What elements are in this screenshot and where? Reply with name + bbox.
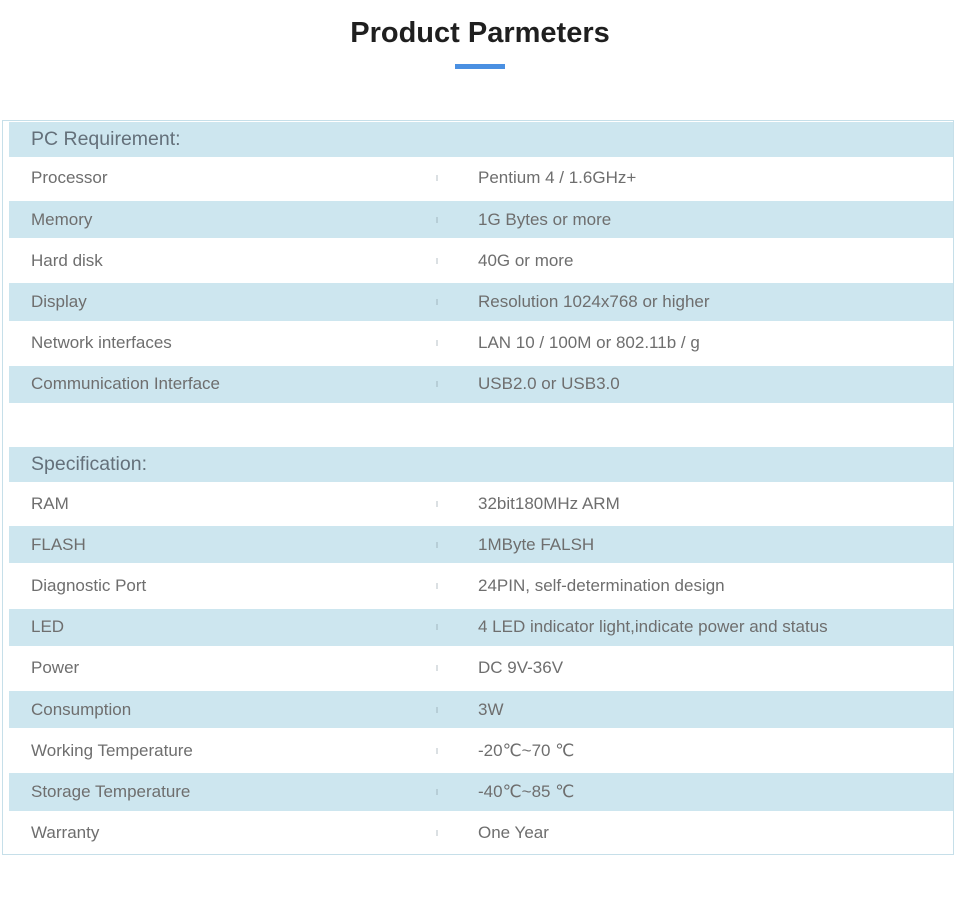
table-row: Storage Temperature -40℃~85 ℃ xyxy=(9,771,953,813)
table-row: Hard disk 40G or more xyxy=(9,240,953,282)
table-row: Processor Pentium 4 / 1.6GHz+ xyxy=(9,157,953,199)
spec-value: -20℃~70 ℃ xyxy=(436,741,953,761)
spec-label: Network interfaces xyxy=(31,333,172,353)
table-row: FLASH 1MByte FALSH xyxy=(9,524,953,566)
spec-label: Power xyxy=(31,658,80,678)
spec-value: -40℃~85 ℃ xyxy=(436,782,953,802)
spec-label: RAM xyxy=(31,493,69,513)
spec-label: Processor xyxy=(31,168,108,188)
spec-label: FLASH xyxy=(31,534,86,554)
spec-label: Display xyxy=(31,291,87,311)
table-row: Communication Interface USB2.0 or USB3.0 xyxy=(9,363,953,405)
spec-label: LED xyxy=(31,617,65,637)
spec-label: Memory xyxy=(31,209,93,229)
section-header: PC Requirement: xyxy=(9,120,953,158)
product-parameters-table: PC Requirement: Processor Pentium 4 / 1.6G… xyxy=(2,119,954,855)
spec-value: USB2.0 or USB3.0 xyxy=(436,374,953,394)
spec-label: Hard disk xyxy=(31,250,103,270)
spec-value: 1G Bytes or more xyxy=(436,210,953,230)
table-row: Working Temperature -20℃~70 ℃ xyxy=(9,730,953,772)
table-row: Power DC 9V-36V xyxy=(9,647,953,690)
spec-label: Storage Temperature xyxy=(31,782,191,802)
spec-value: DC 9V-36V xyxy=(436,658,953,678)
title-underline-bar xyxy=(455,63,505,69)
spec-value: 3W xyxy=(436,700,953,720)
spec-label: Working Temperature xyxy=(31,740,193,760)
table-row: Memory 1G Bytes or more xyxy=(9,198,953,241)
spec-value: LAN 10 / 100M or 802.11b / g xyxy=(436,333,953,353)
spec-value: One Year xyxy=(436,823,953,843)
table-row: Diagnostic Port 24PIN, self-determination… xyxy=(9,565,953,607)
section-header: Specification: xyxy=(9,446,953,484)
spec-value: 32bit180MHz ARM xyxy=(436,494,953,514)
table-row: LED 4 LED indicator light,indicate power … xyxy=(9,606,953,648)
spec-label: Diagnostic Port xyxy=(31,576,147,596)
table-row: Warranty One Year xyxy=(9,812,953,854)
spec-value: 24PIN, self-determination design xyxy=(436,576,953,596)
spec-label: Communication Interface xyxy=(31,374,220,394)
section-spacer-row xyxy=(9,404,953,447)
spec-value: Pentium 4 / 1.6GHz+ xyxy=(436,168,953,188)
table-row: Display Resolution 1024x768 or higher xyxy=(9,281,953,323)
page-title: Product Parmeters xyxy=(350,17,610,49)
spec-label: Warranty xyxy=(31,823,100,843)
spec-value: Resolution 1024x768 or higher xyxy=(436,292,953,312)
spec-label: Consumption xyxy=(31,699,132,719)
table-row: Network interfaces LAN 10 / 100M or 802.1… xyxy=(9,322,953,364)
spec-value: 4 LED indicator light,indicate power and… xyxy=(436,617,953,637)
spec-value: 40G or more xyxy=(436,251,953,271)
table-row: Consumption 3W xyxy=(9,689,953,731)
table-row: RAM 32bit180MHz ARM xyxy=(9,483,953,525)
spec-value: 1MByte FALSH xyxy=(436,535,953,555)
